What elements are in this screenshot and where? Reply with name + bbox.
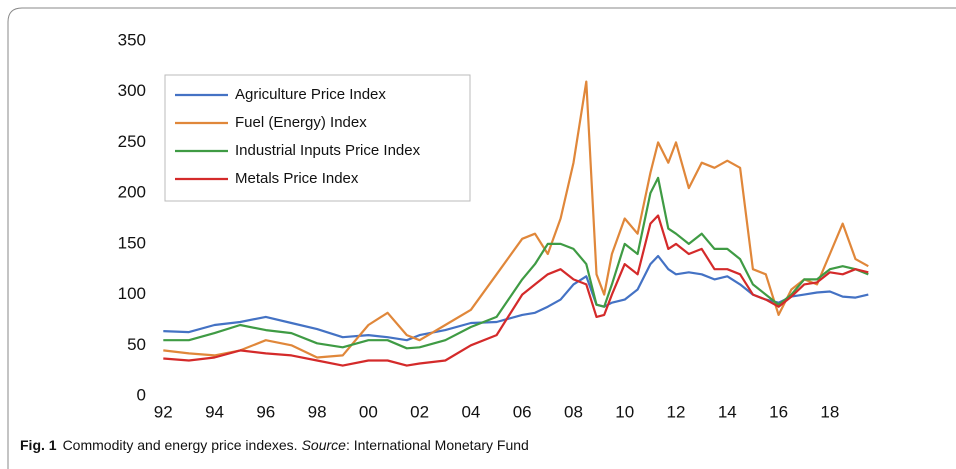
caption-text: Commodity and energy price indexes. xyxy=(63,437,298,453)
legend-label: Agriculture Price Index xyxy=(235,86,386,103)
caption-label: Fig. 1 xyxy=(20,437,57,453)
y-tick-label: 200 xyxy=(118,183,146,202)
legend-label: Metals Price Index xyxy=(235,170,359,187)
x-tick-label: 16 xyxy=(769,402,788,421)
y-tick-label: 150 xyxy=(118,233,146,252)
x-tick-label: 12 xyxy=(667,402,686,421)
y-tick-label: 300 xyxy=(118,81,146,100)
y-tick-label: 350 xyxy=(118,30,146,49)
x-tick-label: 02 xyxy=(410,402,429,421)
x-tick-label: 18 xyxy=(820,402,839,421)
figure-border xyxy=(7,7,956,469)
x-tick-label: 04 xyxy=(461,402,480,421)
caption-source-label: Source xyxy=(302,437,347,453)
legend-label: Industrial Inputs Price Index xyxy=(235,142,421,159)
x-tick-label: 98 xyxy=(308,402,327,421)
y-tick-label: 50 xyxy=(127,335,146,354)
x-tick-label: 10 xyxy=(615,402,634,421)
caption: Fig. 1 Commodity and energy price indexes… xyxy=(20,437,529,453)
x-tick-label: 96 xyxy=(256,402,275,421)
x-tick-label: 06 xyxy=(513,402,532,421)
y-tick-label: 250 xyxy=(118,132,146,151)
x-tick-label: 94 xyxy=(205,402,224,421)
legend-label: Fuel (Energy) Index xyxy=(235,114,367,131)
series-line xyxy=(163,176,869,350)
y-tick-label: 0 xyxy=(137,385,146,404)
y-tick-label: 100 xyxy=(118,284,146,303)
x-tick-label: 92 xyxy=(154,402,173,421)
legend: Agriculture Price Index Fuel (Energy) Ind… xyxy=(164,74,471,202)
x-tick-label: 14 xyxy=(718,402,737,421)
series-line xyxy=(163,214,869,367)
x-tick-label: 00 xyxy=(359,402,378,421)
x-tick-label: 08 xyxy=(564,402,583,421)
caption-source: : International Monetary Fund xyxy=(346,437,529,453)
